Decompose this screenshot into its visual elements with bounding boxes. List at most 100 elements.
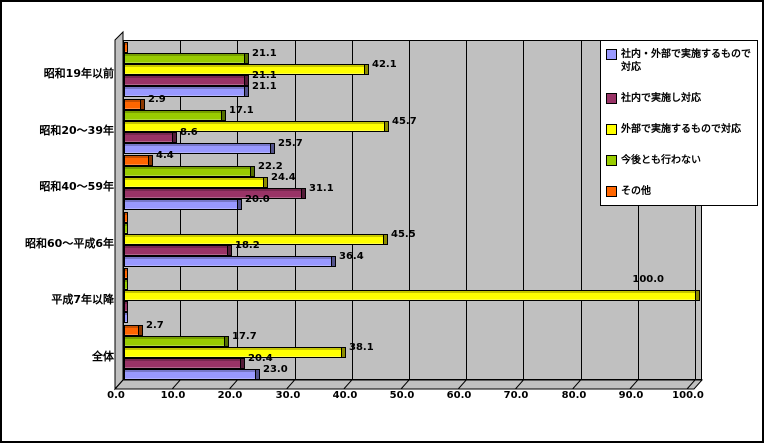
bar-cap [241, 358, 245, 369]
x-tick-label: 80.0 [561, 390, 587, 401]
left-wall-3d [114, 30, 124, 391]
bar-cap [139, 325, 143, 336]
axis-tick-mark [343, 379, 353, 390]
legend-swatch-icon [606, 49, 617, 60]
x-tick-label: 100.0 [672, 390, 704, 401]
bar-cap [228, 245, 232, 256]
value-label: 42.1 [372, 59, 397, 70]
bar-cap [238, 199, 242, 210]
bar-cap [251, 166, 255, 177]
x-tick-label: 70.0 [503, 390, 529, 401]
axis-tick-mark [114, 379, 124, 390]
category-label: 昭和20～39年 [39, 124, 114, 137]
value-label: 8.6 [180, 127, 198, 138]
x-tick-label: 60.0 [446, 390, 472, 401]
bar-series3-cat2 [124, 166, 251, 177]
value-label: 21.1 [252, 81, 277, 92]
bar-cap [385, 121, 389, 132]
bar-cap [225, 336, 229, 347]
bar-cap [256, 369, 260, 380]
value-label: 31.1 [309, 183, 334, 194]
x-tick-label: 0.0 [107, 390, 125, 401]
bar-series2-cat3 [124, 234, 384, 245]
axis-tick-mark [515, 379, 524, 390]
axis-tick-mark [572, 379, 581, 390]
legend-swatch-icon [606, 155, 617, 166]
bar-cap [332, 256, 336, 267]
x-tick-label: 40.0 [332, 390, 358, 401]
x-tick-label: 90.0 [618, 390, 644, 401]
axis-tick-mark [686, 379, 696, 390]
bar-series1-cat5 [124, 358, 241, 369]
bar-series0-cat3 [124, 256, 332, 267]
bar-cap [245, 86, 249, 97]
axis-tick-mark [286, 379, 295, 390]
legend-item: 外部で実施するもので対応 [606, 123, 752, 136]
value-label: 45.7 [392, 116, 417, 127]
gridline [638, 41, 639, 379]
bar-cap [149, 155, 153, 166]
axis-tick-mark [457, 379, 467, 390]
x-tick-label: 50.0 [389, 390, 415, 401]
bar-series4-cat4 [124, 268, 128, 279]
bar-series1-cat2 [124, 188, 302, 199]
x-tick-label: 30.0 [275, 390, 301, 401]
category-label: 昭和19年以前 [43, 67, 114, 80]
floor-3d [113, 379, 704, 390]
value-label: 23.0 [263, 364, 288, 375]
value-label: 36.4 [339, 251, 364, 262]
bar-series2-cat0 [124, 64, 365, 75]
gridline [409, 41, 410, 379]
legend-swatch-icon [606, 93, 617, 104]
bar-series2-cat1 [124, 121, 385, 132]
axis-tick-mark [229, 379, 238, 390]
value-label: 25.7 [278, 138, 303, 149]
bar-cap [342, 347, 346, 358]
bar-series2-cat2 [124, 177, 264, 188]
bar-series0-cat4 [124, 312, 128, 323]
gridline [466, 41, 467, 379]
bar-cap [365, 64, 369, 75]
bar-cap [245, 75, 249, 86]
value-label: 17.1 [229, 105, 254, 116]
bar-series4-cat5 [124, 325, 139, 336]
bar-series3-cat5 [124, 336, 225, 347]
value-label: 22.2 [258, 161, 283, 172]
bar-series1-cat4 [124, 301, 128, 312]
value-label: 2.7 [146, 320, 164, 331]
value-label: 18.2 [235, 240, 260, 251]
bar-series2-cat4 [124, 290, 696, 301]
gridline [523, 41, 524, 379]
legend-label: 社内で実施し対応 [621, 93, 701, 104]
axis-tick-mark [629, 379, 639, 390]
bar-series4-cat3 [124, 212, 128, 223]
bar-cap [222, 110, 226, 121]
plot-area: 21.1 42.1 21.1 21.1 2.9 17.1 45.7 8.6 25.7 4.4 22.… [123, 40, 702, 380]
bar-cap [245, 53, 249, 64]
legend-label: 外部で実施するもので対応 [621, 124, 741, 135]
value-label: 17.7 [232, 331, 257, 342]
legend-label: 社内・外部で実施するもので対応 [621, 49, 751, 73]
value-label: 20.0 [245, 194, 270, 205]
bar-series3-cat4 [124, 279, 128, 290]
category-label: 平成7年以降 [51, 293, 114, 306]
legend-item: 社内・外部で実施するもので対応 [606, 48, 752, 74]
value-label: 4.4 [156, 150, 174, 161]
bar-series3-cat3 [124, 223, 128, 234]
bar-cap [264, 177, 268, 188]
bar-series1-cat1 [124, 132, 173, 143]
axis-tick-mark [171, 379, 181, 390]
legend: 社内・外部で実施するもので対応社内で実施し対応外部で実施するもので対応 今後とも行… [600, 40, 758, 206]
category-label: 昭和40～59年 [39, 180, 114, 193]
value-label: 100.0 [632, 274, 664, 285]
legend-label: その他 [621, 186, 651, 197]
gridline [695, 41, 696, 379]
bar-cap [173, 132, 177, 143]
gridline [581, 41, 582, 379]
x-tick-label: 20.0 [217, 390, 243, 401]
legend-item: 今後とも行わない [606, 154, 752, 167]
bar-series4-cat0 [124, 42, 128, 53]
value-label: 21.1 [252, 48, 277, 59]
